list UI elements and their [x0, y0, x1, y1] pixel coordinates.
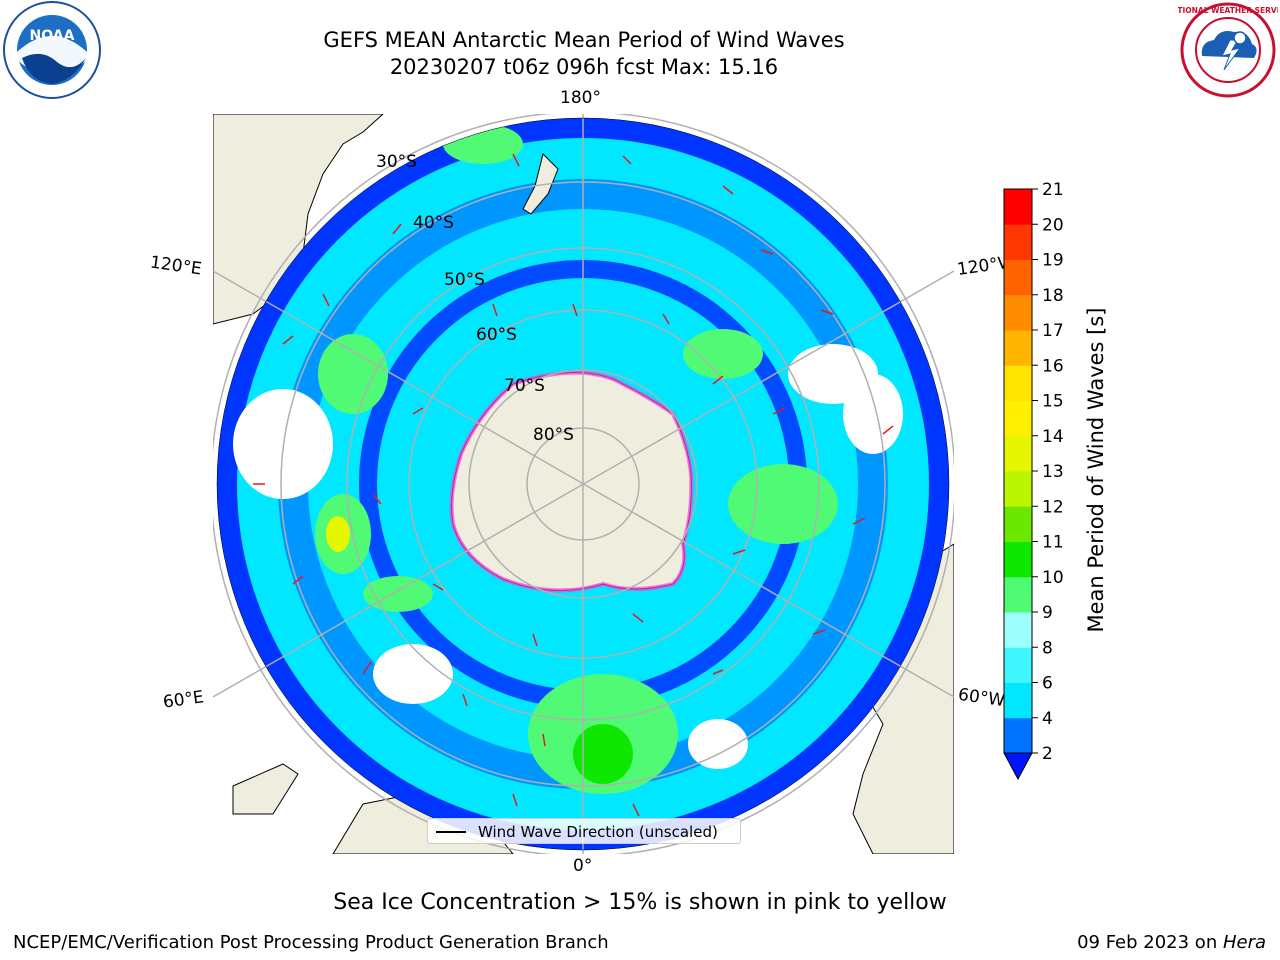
legend-line-swatch	[436, 831, 466, 833]
colorbar-tick-label: 4	[1042, 709, 1053, 729]
svg-text:NOAA: NOAA	[30, 28, 75, 44]
colorbar-swatch	[1004, 189, 1032, 225]
colorbar-tick-label: 6	[1042, 674, 1053, 694]
footer-credit: NCEP/EMC/Verification Post Processing Pr…	[13, 932, 609, 953]
legend-label: Wind Wave Direction (unscaled)	[478, 823, 718, 841]
colorbar-tick-label: 15	[1042, 392, 1064, 412]
colorbar-tick-label: 10	[1042, 568, 1064, 588]
lon-label-120e: 120°E	[148, 252, 203, 280]
colorbar-tick-label: 11	[1042, 533, 1064, 553]
map-subtitle: 20230207 t06z 096h fcst Max: 15.16	[389, 55, 779, 79]
colorbar-tick-label: 9	[1042, 603, 1053, 623]
colorbar-tick-label: 2	[1042, 744, 1053, 764]
colorbar-tick-label: 16	[1042, 356, 1064, 376]
colorbar-tick-label: 17	[1042, 321, 1064, 341]
colorbar-swatch	[1004, 294, 1032, 331]
australia-landmass	[213, 114, 384, 325]
colorbar-swatch	[1004, 224, 1032, 260]
colorbar-tick-label: 8	[1042, 638, 1053, 658]
polar-map	[213, 114, 954, 854]
sea-ice-note: Sea Ice Concentration > 15% is shown in …	[333, 890, 947, 915]
colorbar-swatch	[1004, 400, 1032, 437]
footer-date: 09 Feb 2023 on Hera	[1077, 932, 1266, 953]
colorbar-swatch	[1004, 541, 1032, 578]
lon-label-60e: 60°E	[161, 687, 206, 713]
lat-label-50s: 50°S	[444, 270, 485, 290]
colorbar-tick-label: 19	[1042, 251, 1064, 271]
colorbar-swatch	[1004, 471, 1032, 507]
colorbar-tick-label: 18	[1042, 286, 1064, 306]
lon-label-180: 180°	[560, 88, 601, 108]
wind-wave-arrows	[253, 153, 894, 817]
lat-label-40s: 40°S	[413, 213, 454, 233]
colorbar-under-arrow	[1003, 752, 1033, 781]
colorbar-swatch	[1004, 717, 1032, 754]
svg-text:NATIONAL WEATHER SERVICE: NATIONAL WEATHER SERVICE	[1178, 6, 1278, 15]
national-weather-service-logo: NATIONAL WEATHER SERVICE	[1178, 2, 1278, 98]
colorbar-swatch	[1004, 612, 1032, 648]
graticule	[213, 114, 954, 854]
colorbar-tick-label: 14	[1042, 427, 1064, 447]
lat-label-80s: 80°S	[533, 425, 574, 445]
colorbar: 2 4 6 8 9 10 11 12 13 14 15 16 17 18 19 20 21	[1003, 180, 1064, 781]
colorbar-swatch	[1004, 365, 1032, 401]
colorbar-tick-label: 21	[1042, 180, 1064, 200]
colorbar-tick-label: 12	[1042, 497, 1064, 517]
noaa-logo: NOAA	[3, 1, 101, 99]
colorbar-swatch	[1004, 647, 1032, 683]
colorbar-swatch	[1004, 330, 1032, 366]
map-legend: Wind Wave Direction (unscaled)	[427, 818, 741, 844]
colorbar-tick-label: 13	[1042, 462, 1064, 482]
map-title: GEFS MEAN Antarctic Mean Period of Wind …	[323, 28, 845, 52]
lon-label-0: 0°	[573, 856, 593, 876]
madagascar-landmass	[232, 763, 299, 815]
colorbar-swatch	[1004, 506, 1032, 542]
colorbar-swatch	[1004, 435, 1032, 472]
colorbar-swatch	[1004, 682, 1032, 719]
lat-label-60s: 60°S	[476, 325, 517, 345]
colorbar-tick-label: 20	[1042, 215, 1064, 235]
colorbar-swatch	[1004, 259, 1032, 296]
lat-label-30s: 30°S	[376, 152, 417, 172]
sea-ice-edge	[449, 370, 694, 593]
lat-label-70s: 70°S	[504, 376, 545, 396]
colorbar-swatch	[1004, 576, 1032, 613]
